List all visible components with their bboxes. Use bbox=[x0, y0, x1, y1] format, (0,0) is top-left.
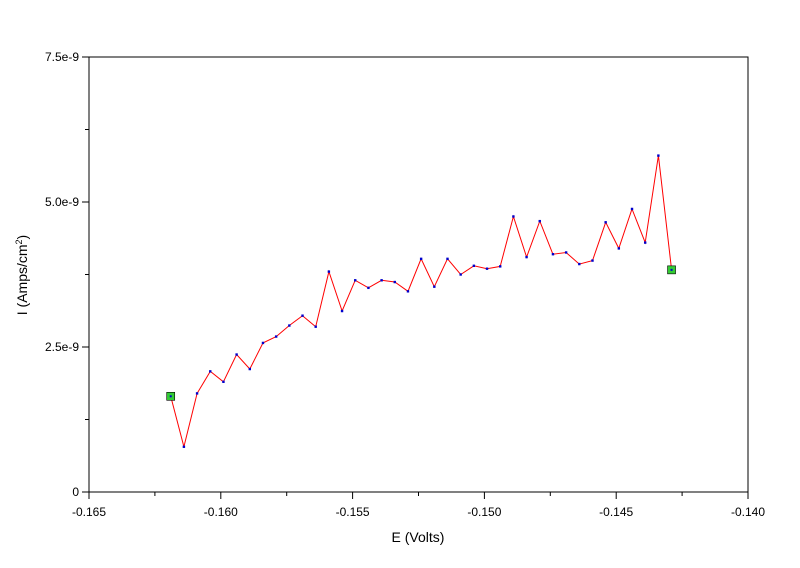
data-point bbox=[222, 380, 225, 383]
y-tick-label: 7.5e-9 bbox=[45, 50, 79, 64]
series-layer bbox=[166, 154, 676, 448]
data-point bbox=[591, 259, 594, 262]
data-point bbox=[367, 286, 370, 290]
y-axis: 0 2.5e-9 5.0e-9 7.5e-9 bbox=[45, 50, 89, 499]
y-axis-title-end: ) bbox=[14, 235, 30, 240]
data-point bbox=[261, 341, 265, 345]
data-point bbox=[235, 353, 238, 356]
series-line bbox=[170, 155, 673, 447]
y-axis-title-superscript: 2 bbox=[14, 239, 24, 244]
data-point bbox=[538, 219, 541, 223]
data-point bbox=[446, 257, 449, 261]
data-point bbox=[525, 255, 528, 259]
x-tick-label: -0.140 bbox=[731, 505, 765, 519]
y-tick-label: 2.5e-9 bbox=[45, 340, 79, 354]
data-point bbox=[169, 395, 172, 398]
data-point bbox=[182, 445, 186, 448]
data-point bbox=[393, 280, 396, 284]
x-tick-label: -0.160 bbox=[204, 505, 238, 519]
data-point bbox=[459, 273, 462, 276]
data-point bbox=[288, 324, 291, 327]
data-point bbox=[643, 241, 647, 244]
data-point bbox=[499, 265, 502, 268]
data-point bbox=[248, 367, 251, 371]
data-point bbox=[512, 215, 515, 218]
x-tick-label: -0.165 bbox=[72, 505, 106, 519]
data-point bbox=[472, 264, 476, 267]
data-point bbox=[195, 392, 199, 395]
data-point bbox=[340, 309, 344, 313]
x-tick-label: -0.150 bbox=[467, 505, 501, 519]
data-point bbox=[314, 325, 317, 328]
data-point bbox=[209, 370, 212, 373]
y-tick-label: 0 bbox=[72, 485, 79, 499]
plot-frame bbox=[88, 56, 749, 493]
data-point bbox=[657, 154, 660, 157]
x-axis: -0.165 -0.160 -0.155 -0.150 -0.145 -0.140 bbox=[72, 492, 765, 519]
data-point bbox=[274, 335, 278, 338]
data-point bbox=[617, 247, 621, 250]
data-point bbox=[551, 253, 555, 256]
data-point bbox=[485, 267, 489, 270]
data-point bbox=[604, 221, 607, 224]
data-point bbox=[380, 279, 383, 282]
data-point bbox=[406, 290, 410, 293]
data-point bbox=[630, 207, 634, 211]
data-point bbox=[354, 279, 357, 282]
data-point bbox=[564, 251, 568, 254]
y-tick-label: 5.0e-9 bbox=[45, 195, 79, 209]
x-axis-title: E (Volts) bbox=[392, 529, 445, 545]
y-axis-title: I (Amps/cm2) bbox=[14, 235, 30, 315]
data-point bbox=[419, 257, 423, 261]
data-point bbox=[433, 285, 436, 288]
data-point bbox=[327, 270, 331, 273]
data-point bbox=[670, 268, 673, 271]
data-point bbox=[301, 314, 304, 317]
data-point bbox=[578, 262, 581, 266]
x-tick-label: -0.155 bbox=[336, 505, 370, 519]
x-tick-label: -0.145 bbox=[599, 505, 633, 519]
y-axis-title-main: I (Amps/cm bbox=[14, 244, 30, 315]
